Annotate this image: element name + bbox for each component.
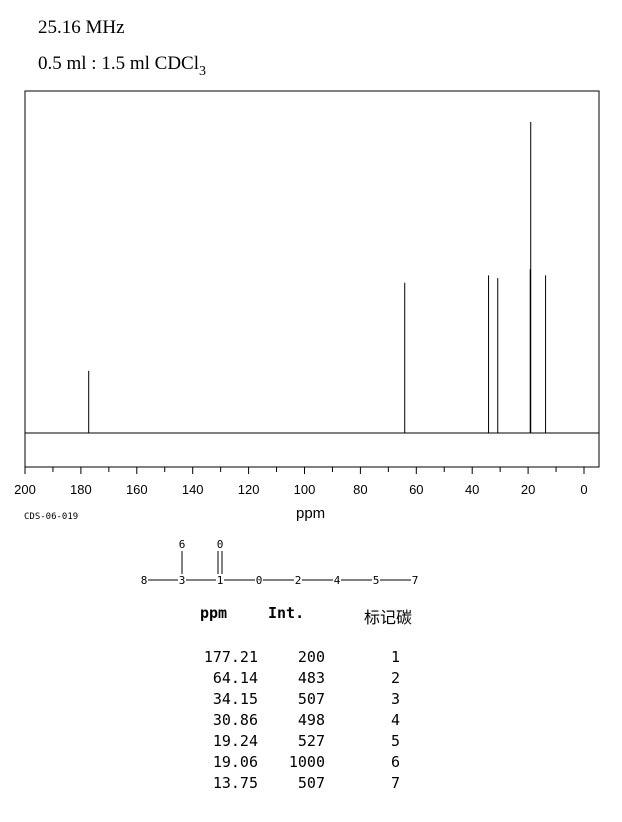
- table-row: 34.15 507 3: [180, 689, 400, 710]
- atom-label: 0: [217, 538, 224, 551]
- cell-int: 527: [297, 732, 325, 750]
- table-row: 13.75 507 7: [180, 773, 400, 794]
- table-header-int: Int.: [268, 604, 305, 622]
- cell-ppm: 19.24: [212, 732, 258, 750]
- atom-label: 0: [256, 574, 263, 587]
- table-header-ppm: ppm: [200, 604, 228, 622]
- cell-atom: 5: [390, 732, 400, 750]
- spectrum-code: CDS-06-019: [24, 512, 79, 522]
- atom-label: 3: [179, 574, 186, 587]
- plot-frame: [24, 90, 600, 468]
- table-row: 19.24 527 5: [180, 731, 400, 752]
- x-axis-label: ppm: [296, 505, 326, 522]
- tick-label: 120: [238, 482, 260, 497]
- x-axis-ticks: 200 180 160 140 120 100 80 60 40 20 0: [14, 467, 588, 497]
- table-row: 177.21 200 1: [180, 647, 400, 668]
- tick-label: 60: [409, 482, 423, 497]
- tick-label: 100: [294, 482, 316, 497]
- tick-label: 40: [465, 482, 479, 497]
- cell-ppm: 19.06: [212, 753, 258, 771]
- cell-ppm: 30.86: [212, 711, 258, 729]
- tick-label: 160: [126, 482, 148, 497]
- cell-int: 1000: [288, 753, 325, 771]
- atom-label: 1: [217, 574, 224, 587]
- atom-label: 4: [334, 574, 341, 587]
- solvent-label: 0.5 ml : 1.5 ml CDCl3: [38, 53, 206, 80]
- cell-int: 200: [297, 648, 325, 666]
- cell-atom: 3: [390, 690, 400, 708]
- cell-atom: 7: [390, 774, 400, 792]
- structure-diagram: 8 3 1 0 2 4 5 7 6 0: [141, 538, 419, 587]
- atom-label: 8: [141, 574, 148, 587]
- solvent-prefix: 0.5 ml : 1.5 ml CDCl: [38, 53, 199, 74]
- table-header-carbon: 标记碳: [364, 608, 413, 627]
- atom-label: 6: [179, 538, 186, 551]
- table-row: 30.86 498 4: [180, 710, 400, 731]
- cell-ppm: 13.75: [212, 774, 258, 792]
- cell-ppm: 177.21: [203, 648, 258, 666]
- frequency-label: 25.16 MHz: [38, 17, 125, 38]
- tick-label: 80: [353, 482, 367, 497]
- solvent-subscript: 3: [199, 64, 206, 79]
- tick-label: 180: [70, 482, 92, 497]
- atom-label: 5: [373, 574, 380, 587]
- cell-atom: 4: [390, 711, 400, 729]
- cell-int: 507: [297, 774, 325, 792]
- nmr-spectrum: 200 180 160 140 120 100 80 60 40 20 0: [14, 90, 600, 497]
- table-row: 19.06 1000 6: [180, 752, 400, 773]
- cell-int: 507: [297, 690, 325, 708]
- tick-label: 200: [14, 482, 36, 497]
- cell-atom: 2: [390, 669, 400, 687]
- table-row: 64.14 483 2: [180, 668, 400, 689]
- atom-label: 7: [412, 574, 419, 587]
- peak-table: 177.21 200 1 64.14 483 2 34.15 507 3 30.…: [180, 647, 400, 794]
- cell-ppm: 34.15: [212, 690, 258, 708]
- tick-label: 140: [182, 482, 204, 497]
- cell-atom: 6: [390, 753, 400, 771]
- cell-int: 483: [297, 669, 325, 687]
- atom-label: 2: [295, 574, 302, 587]
- cell-atom: 1: [390, 648, 400, 666]
- tick-label: 20: [521, 482, 535, 497]
- cell-ppm: 64.14: [212, 669, 258, 687]
- cell-int: 498: [297, 711, 325, 729]
- tick-label: 0: [580, 482, 587, 497]
- peaks-group: [88, 122, 547, 433]
